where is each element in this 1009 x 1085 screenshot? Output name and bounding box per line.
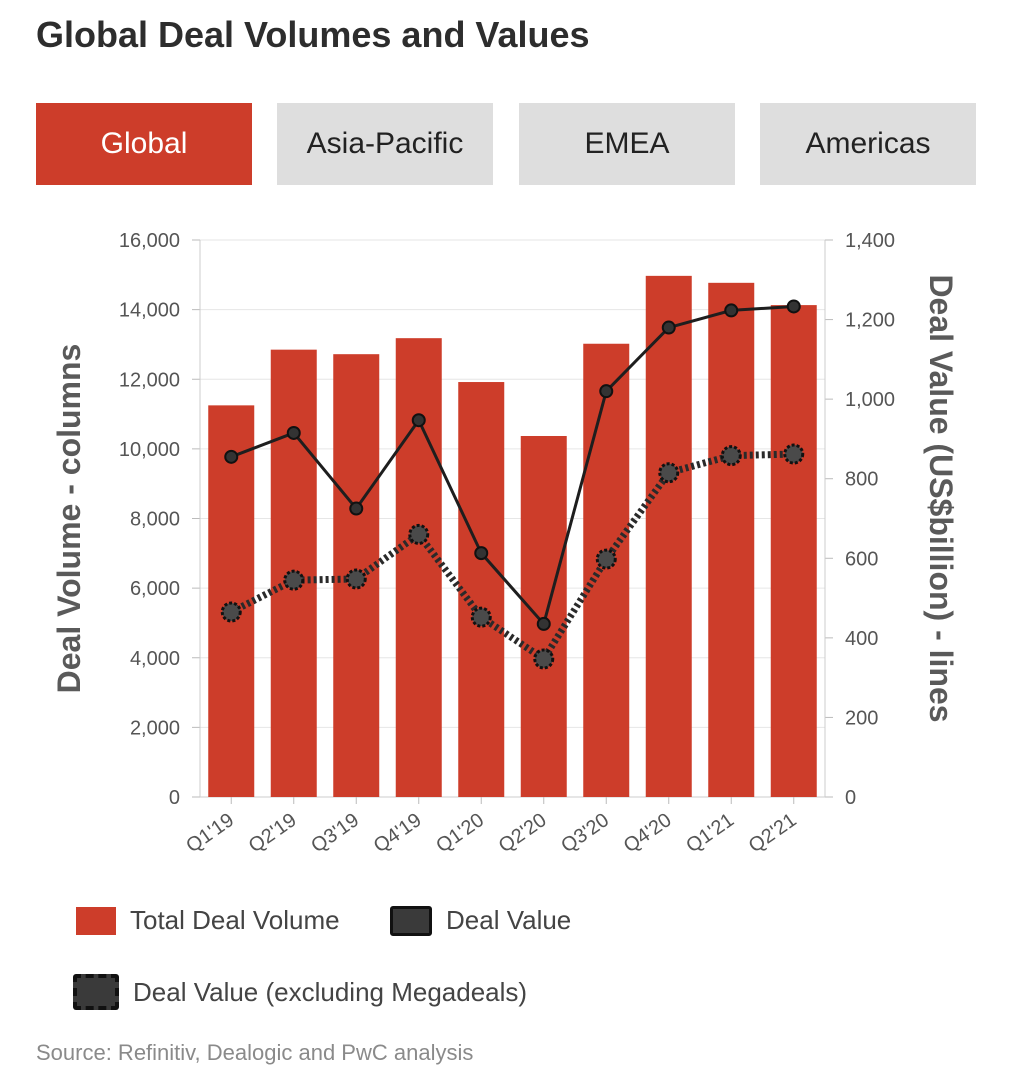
y2-tick-label: 1,200 — [845, 310, 895, 332]
legend-item-total-deal-volume[interactable]: Total Deal Volume — [76, 905, 340, 936]
legend-item-deal-value-ex-megadeals[interactable]: Deal Value (excluding Megadeals) — [73, 974, 527, 1010]
point-deal-value — [786, 299, 801, 314]
point-deal-value — [661, 320, 676, 335]
line-swatch-icon — [390, 905, 432, 936]
y2-tick-label: 400 — [845, 628, 878, 650]
bar-total-deal-volume — [520, 435, 567, 797]
source-note: Source: Refinitiv, Dealogic and PwC anal… — [36, 1040, 474, 1065]
x-tick-label: Q1'21 — [682, 809, 738, 857]
bar-swatch-icon — [76, 906, 116, 935]
x-tick-label: Q2'21 — [745, 809, 801, 857]
point-deal-value — [286, 425, 301, 440]
y-axis-title: Deal Volume - columns — [51, 344, 87, 694]
y-tick-label: 16,000 — [119, 230, 180, 252]
x-tick-label: Q2'19 — [245, 809, 301, 857]
point-deal-value-ex-megadeals — [720, 445, 742, 467]
tab-asia-pacific[interactable]: Asia-Pacific — [277, 103, 493, 185]
point-deal-value-ex-megadeals — [783, 443, 805, 465]
y2-tick-label: 1,400 — [845, 230, 895, 252]
y2-tick-label: 800 — [845, 469, 878, 491]
legend-label: Deal Value — [446, 905, 572, 935]
tab-americas[interactable]: Americas — [760, 103, 976, 185]
line-deal-value-ex-megadeals — [229, 450, 794, 664]
x-tick-label: Q3'19 — [307, 809, 363, 857]
y-tick-label: 2,000 — [130, 717, 180, 739]
point-deal-value — [224, 449, 239, 464]
y-tick-label: 12,000 — [119, 369, 180, 391]
legend-label: Deal Value (excluding Megadeals) — [133, 976, 528, 1007]
y2-tick-label: 1,000 — [845, 389, 895, 411]
y2-axis-title: Deal Value (US$billion) - lines — [923, 274, 959, 722]
point-deal-value-ex-megadeals — [283, 569, 305, 591]
x-tick-label: Q4'20 — [620, 809, 676, 857]
bar-total-deal-volume — [645, 275, 692, 797]
point-deal-value — [724, 303, 739, 318]
point-deal-value — [474, 546, 489, 561]
point-deal-value-ex-megadeals — [345, 568, 367, 590]
y2-tick-label: 200 — [845, 707, 878, 729]
point-deal-value — [599, 384, 614, 399]
y-tick-label: 10,000 — [119, 439, 180, 461]
y2-tick-label: 600 — [845, 548, 878, 570]
bar-total-deal-volume — [770, 305, 817, 797]
x-tick-label: Q1'20 — [432, 809, 488, 857]
bar-total-deal-volume — [395, 338, 442, 797]
y-tick-label: 4,000 — [130, 648, 180, 670]
line-deal-value — [230, 304, 794, 628]
y-tick-label: 0 — [169, 787, 180, 809]
chart-title: Global Deal Volumes and Values — [36, 14, 590, 55]
bar-total-deal-volume — [583, 343, 630, 797]
tab-global[interactable]: Global — [36, 103, 252, 185]
y2-tick-label: 0 — [845, 787, 856, 809]
legend-item-deal-value[interactable]: Deal Value — [390, 905, 571, 936]
point-deal-value-ex-megadeals — [220, 601, 242, 623]
point-deal-value — [536, 616, 551, 631]
y-tick-label: 8,000 — [130, 509, 180, 531]
x-tick-label: Q4'19 — [370, 809, 426, 857]
point-deal-value-ex-megadeals — [408, 523, 430, 545]
x-tick-label: Q2'20 — [495, 809, 551, 857]
bar-total-deal-volume — [708, 282, 755, 798]
bar-total-deal-volume — [458, 382, 505, 797]
deal-chart: 0 2,000 4,000 6,000 8,000 10,000 12,000 14,000 1… — [51, 230, 959, 857]
y-tick-label: 6,000 — [130, 578, 180, 600]
point-deal-value — [349, 501, 364, 516]
x-tick-label: Q3'20 — [557, 809, 613, 857]
point-deal-value — [411, 413, 426, 428]
tab-emea[interactable]: EMEA — [519, 103, 735, 185]
point-deal-value-ex-megadeals — [470, 606, 492, 628]
x-tick-label: Q1'19 — [182, 809, 238, 857]
y-tick-label: 14,000 — [119, 300, 180, 322]
point-deal-value-ex-megadeals — [658, 462, 680, 484]
legend-label: Total Deal Volume — [130, 905, 340, 935]
point-deal-value-ex-megadeals — [595, 548, 617, 570]
dotted-line-swatch-icon — [73, 974, 119, 1010]
point-deal-value-ex-megadeals — [533, 648, 555, 670]
